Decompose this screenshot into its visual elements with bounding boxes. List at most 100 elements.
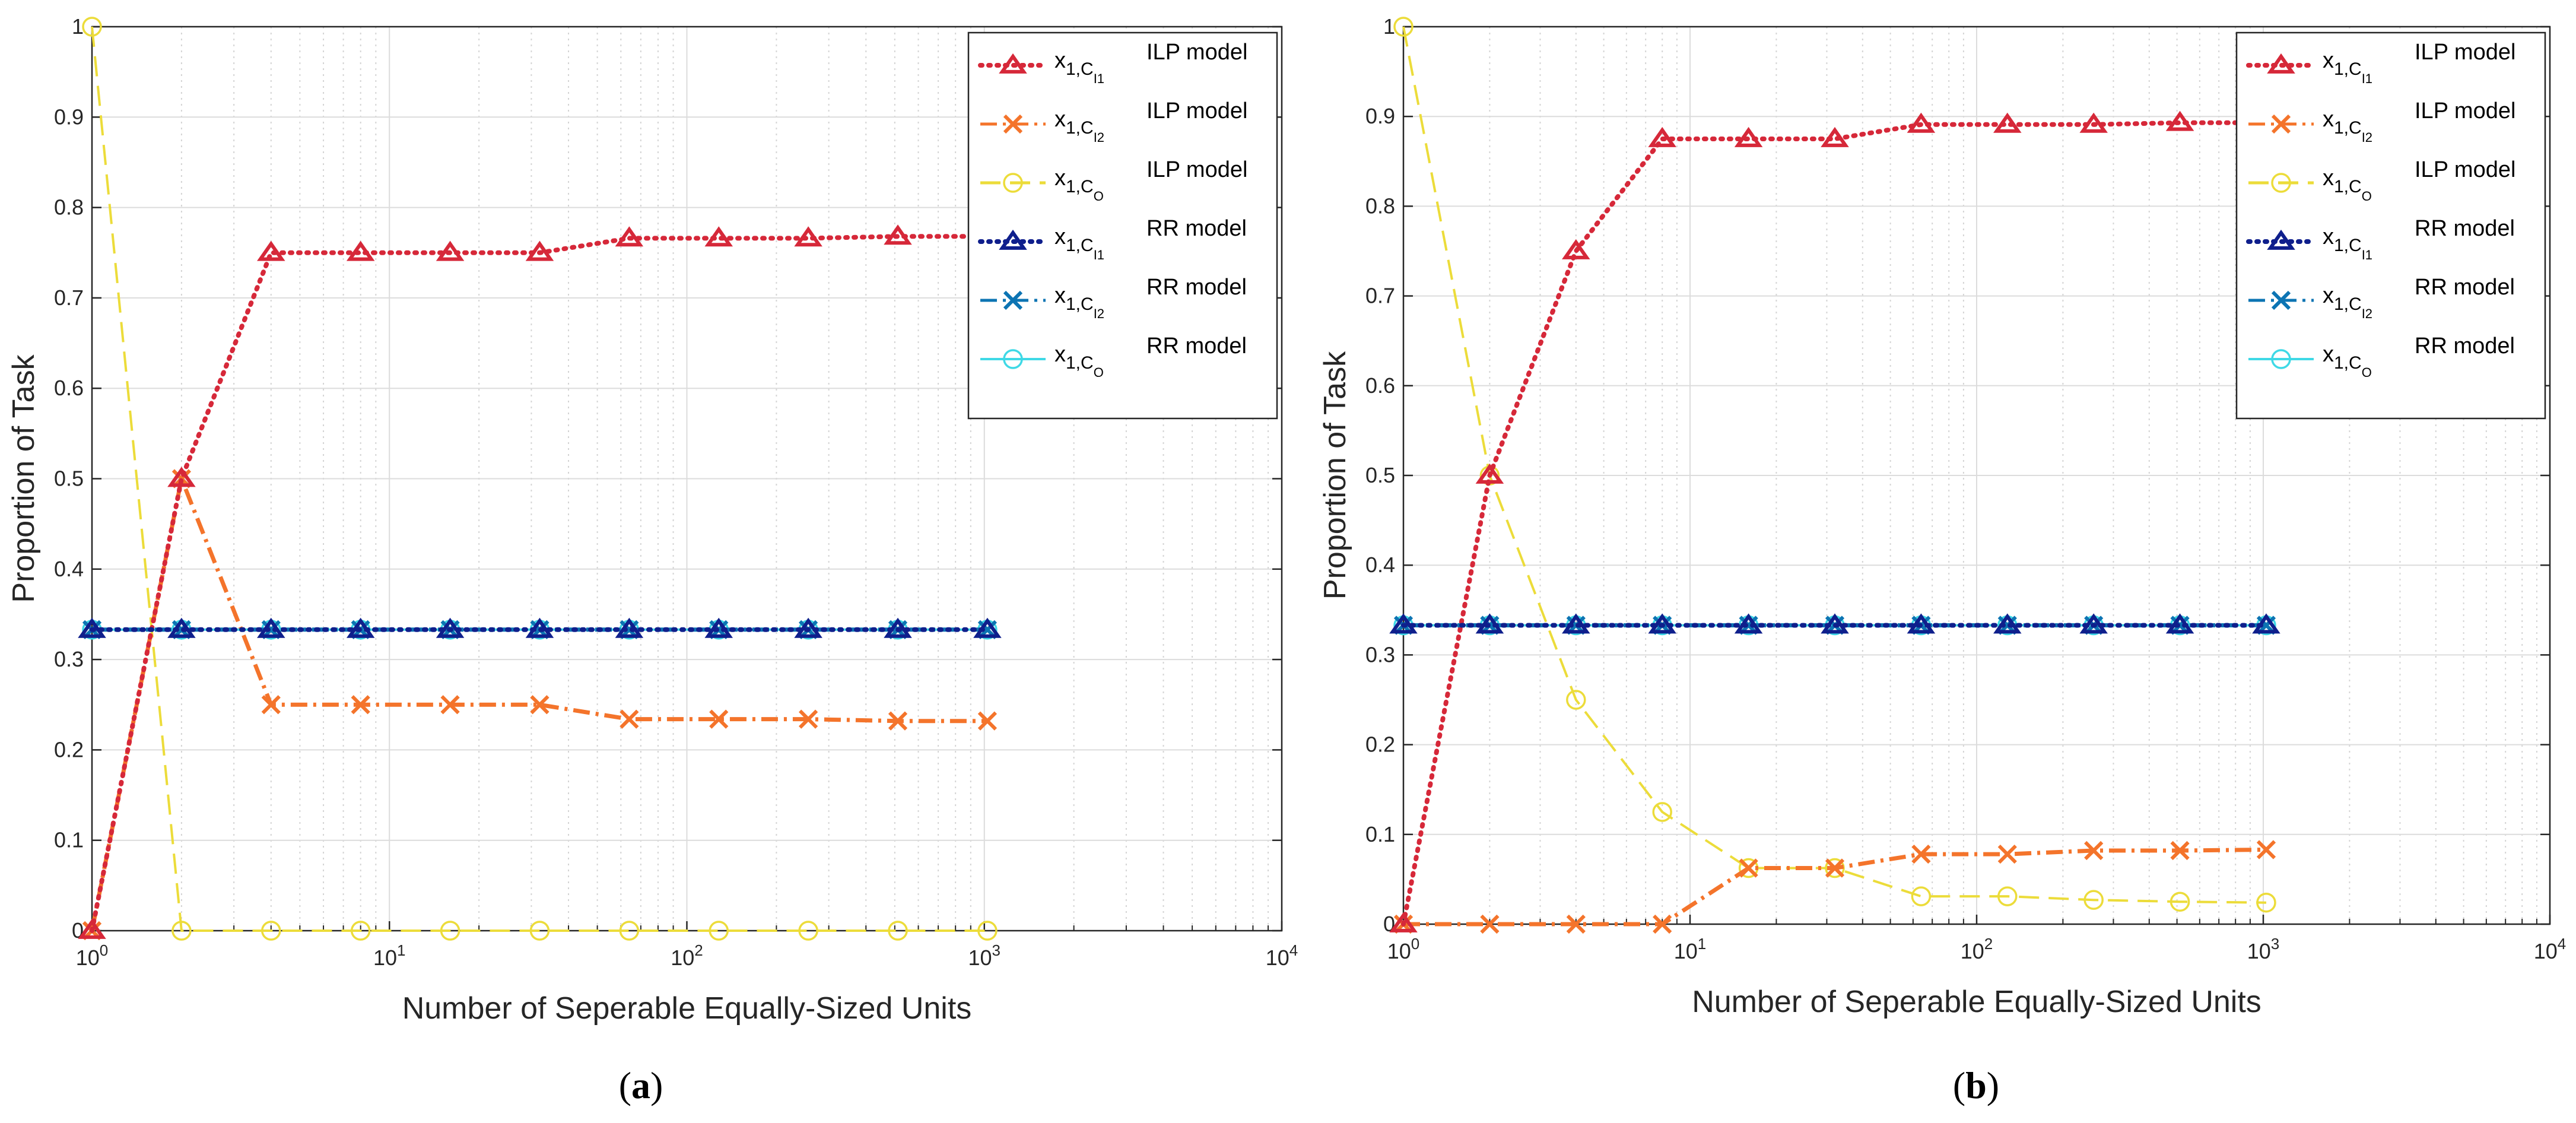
x-tick-exponent: 4 bbox=[1289, 941, 1298, 959]
data-point bbox=[1566, 914, 1586, 934]
marker-stroke bbox=[1825, 858, 1845, 878]
data-point bbox=[1997, 886, 2018, 906]
data-point bbox=[888, 711, 908, 731]
legend-entry: x1,CI2 RR model bbox=[980, 275, 1247, 321]
legend-label: x1,CO RR model bbox=[2323, 334, 2515, 380]
y-tick-label: 0.8 bbox=[54, 195, 84, 220]
y-tick-label: 0.3 bbox=[1365, 642, 1395, 667]
data-point bbox=[2170, 892, 2190, 912]
x-tick-base: 10 bbox=[1674, 939, 1698, 963]
data-point bbox=[2079, 613, 2108, 634]
legend-entry: x1,CO RR model bbox=[2248, 334, 2515, 380]
data-point bbox=[2170, 840, 2190, 861]
y-tick-label: 0.7 bbox=[1365, 284, 1395, 308]
legend-model: ILP model bbox=[2415, 99, 2515, 123]
legend-sub: 1,C bbox=[1066, 118, 1094, 138]
legend-entry: x1,CO RR model bbox=[980, 334, 1247, 380]
x-tick-exponent: 3 bbox=[2271, 935, 2279, 953]
data-point bbox=[2084, 840, 2104, 861]
y-tick-label: 0.4 bbox=[1365, 553, 1395, 577]
data-point bbox=[1907, 613, 1936, 634]
x-tick-label: 101 bbox=[1674, 935, 1707, 963]
data-point bbox=[1648, 126, 1676, 147]
series-line bbox=[1401, 120, 2269, 927]
data-point bbox=[1997, 844, 2017, 864]
legend-subsub: I2 bbox=[1094, 130, 1104, 145]
legend-entry: x1,CI2 RR model bbox=[2248, 275, 2515, 321]
x-tick-exponent: 2 bbox=[694, 941, 703, 959]
x-tick-exponent: 4 bbox=[2558, 935, 2566, 953]
legend-sub: 1,C bbox=[2334, 118, 2362, 138]
legend-model: RR model bbox=[1146, 275, 1247, 300]
y-tick-label: 0.2 bbox=[1365, 732, 1395, 757]
x-tick-exponent: 2 bbox=[1984, 935, 1993, 953]
y-tick-label: 0.9 bbox=[1365, 104, 1395, 128]
data-point bbox=[798, 921, 818, 941]
legend-marker bbox=[2271, 173, 2291, 193]
data-point bbox=[436, 617, 465, 638]
marker-stroke bbox=[620, 709, 639, 729]
data-point bbox=[709, 709, 729, 729]
data-point bbox=[794, 226, 822, 247]
legend-sub: 1,C bbox=[1066, 59, 1094, 79]
marker-stroke bbox=[1003, 114, 1023, 134]
legend-var: x bbox=[1054, 283, 1066, 308]
data-point bbox=[530, 695, 549, 715]
y-tick-label: 0.4 bbox=[54, 557, 84, 581]
marker-stroke bbox=[2084, 840, 2104, 861]
data-point bbox=[1475, 613, 1504, 634]
data-point bbox=[2256, 892, 2276, 913]
caption-close: ) bbox=[650, 1064, 663, 1106]
x-tick-base: 10 bbox=[1266, 946, 1289, 970]
legend-var: x bbox=[2323, 107, 2334, 132]
x-tick-base: 10 bbox=[1387, 939, 1411, 963]
legend-subsub: I1 bbox=[1094, 248, 1104, 262]
legend-model: ILP model bbox=[2415, 157, 2515, 182]
x-tick-base: 10 bbox=[671, 946, 694, 970]
x-tick-base: 10 bbox=[2247, 939, 2271, 963]
caption-letter: a bbox=[631, 1064, 650, 1106]
y-axis: 00.10.20.30.40.50.60.70.80.91 bbox=[54, 14, 1282, 943]
legend-model: RR model bbox=[2415, 216, 2515, 241]
marker-stroke bbox=[2271, 290, 2291, 310]
legend-subsub: O bbox=[2362, 365, 2372, 380]
legend-model: ILP model bbox=[2415, 40, 2515, 65]
x-tick-label: 100 bbox=[1387, 935, 1420, 963]
legend-label: x1,CI1 RR model bbox=[1054, 216, 1247, 262]
caption-letter: b bbox=[1965, 1064, 1987, 1106]
legend-subsub: O bbox=[1094, 189, 1104, 204]
data-point bbox=[1389, 912, 1418, 932]
legend-var: x bbox=[2323, 342, 2334, 367]
data-point bbox=[1648, 613, 1676, 634]
data-point bbox=[1475, 463, 1504, 484]
series-3 bbox=[82, 17, 998, 941]
data-point bbox=[1825, 858, 1845, 878]
data-point bbox=[1993, 112, 2022, 133]
data-point bbox=[884, 617, 912, 638]
x-tick-label: 103 bbox=[968, 941, 1000, 970]
y-axis-label: Proportion of Task bbox=[1318, 351, 1352, 599]
legend-subsub: O bbox=[2362, 189, 2372, 204]
data-point bbox=[1393, 17, 1414, 37]
legend-model: ILP model bbox=[1146, 157, 1247, 182]
data-point bbox=[1821, 126, 1849, 147]
legend-entry: x1,CI1 ILP model bbox=[978, 40, 1247, 86]
legend-marker bbox=[999, 53, 1027, 74]
data-point bbox=[529, 921, 550, 941]
y-axis: 00.10.20.30.40.50.60.70.80.91 bbox=[1365, 14, 2550, 936]
data-point bbox=[704, 617, 733, 638]
data-point bbox=[1562, 613, 1590, 634]
series-4 bbox=[1389, 613, 2280, 634]
y-tick-label: 0.1 bbox=[54, 828, 84, 852]
data-point bbox=[1734, 126, 1763, 147]
legend-subsub: I1 bbox=[2362, 71, 2372, 86]
data-point bbox=[261, 695, 281, 715]
legend-label: x1,CI1 ILP model bbox=[1054, 40, 1247, 86]
data-point bbox=[525, 240, 554, 261]
legend-var: x bbox=[1054, 166, 1066, 191]
panel-caption: (a) bbox=[619, 1064, 663, 1106]
data-point bbox=[884, 224, 912, 245]
data-point bbox=[350, 921, 371, 941]
